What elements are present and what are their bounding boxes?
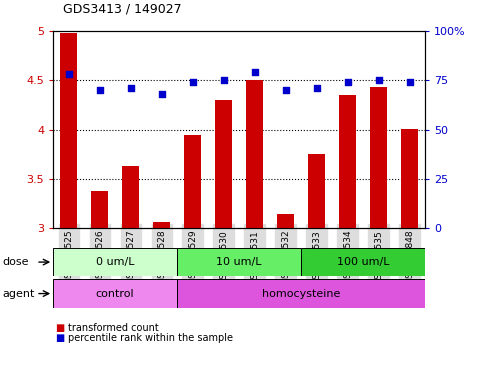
Point xyxy=(344,79,352,85)
Bar xyxy=(153,222,170,228)
Bar xyxy=(53,279,177,308)
Point xyxy=(158,91,166,97)
Bar xyxy=(91,191,108,228)
Point xyxy=(251,69,258,75)
Point xyxy=(313,85,320,91)
Text: transformed count: transformed count xyxy=(68,323,158,333)
Point xyxy=(406,79,413,85)
Text: control: control xyxy=(96,288,134,299)
Bar xyxy=(301,248,425,276)
Text: ■: ■ xyxy=(56,333,65,343)
Bar xyxy=(215,100,232,228)
Point xyxy=(189,79,197,85)
Bar xyxy=(277,214,294,228)
Bar xyxy=(122,166,139,228)
Text: GDS3413 / 149027: GDS3413 / 149027 xyxy=(63,2,182,15)
Text: dose: dose xyxy=(2,257,29,267)
Bar xyxy=(177,248,301,276)
Bar xyxy=(339,95,356,228)
Bar xyxy=(308,154,325,228)
Text: ■: ■ xyxy=(56,323,65,333)
Text: 10 um/L: 10 um/L xyxy=(216,257,262,267)
Point xyxy=(96,87,103,93)
Point xyxy=(282,87,289,93)
Point xyxy=(127,85,134,91)
Text: 0 um/L: 0 um/L xyxy=(96,257,134,267)
Bar xyxy=(177,279,425,308)
Text: homocysteine: homocysteine xyxy=(262,288,340,299)
Text: percentile rank within the sample: percentile rank within the sample xyxy=(68,333,233,343)
Bar xyxy=(60,33,77,228)
Bar xyxy=(53,248,177,276)
Point xyxy=(375,77,383,83)
Point xyxy=(65,71,72,77)
Text: 100 um/L: 100 um/L xyxy=(337,257,389,267)
Bar xyxy=(370,87,387,228)
Bar xyxy=(184,134,201,228)
Bar xyxy=(246,80,263,228)
Text: agent: agent xyxy=(2,288,35,299)
Point xyxy=(220,77,227,83)
Bar xyxy=(401,129,418,228)
